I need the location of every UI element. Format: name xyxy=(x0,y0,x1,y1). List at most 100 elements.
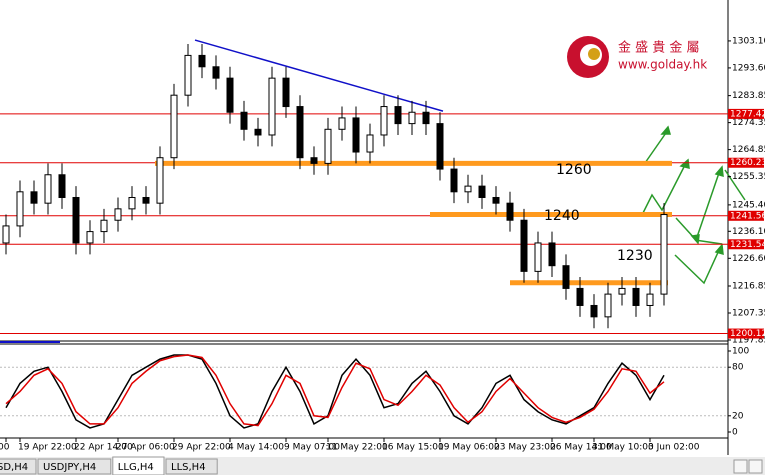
x-tick-label: 27 Apr 06:00 xyxy=(116,443,175,453)
candle-body xyxy=(632,287,640,306)
candle-body xyxy=(128,196,136,210)
arrowhead xyxy=(660,125,671,135)
logo: 金 盛 貴 金 屬 www.golday.hk xyxy=(567,36,707,78)
y-tick-label: 1274.35 xyxy=(732,118,765,128)
candle-body xyxy=(72,196,80,244)
x-tick-label: 16 May 15:00 xyxy=(382,443,444,453)
tab[interactable] xyxy=(37,458,112,475)
candle-body xyxy=(464,185,472,193)
level-label: 1277.42 xyxy=(730,109,765,119)
candle-body xyxy=(548,242,556,267)
candle-body xyxy=(590,304,598,318)
x-tick-label: 29 Apr 22:00 xyxy=(172,443,231,453)
candle-body xyxy=(478,185,486,198)
tab-label[interactable]: USDJPY,H4 xyxy=(43,462,96,473)
x-tick-label: 9 May 07:00 xyxy=(284,443,340,453)
y-tick-label: 1283.85 xyxy=(732,91,765,101)
x-tick-label: 31 May 10:00 xyxy=(592,443,654,453)
x-tick-label: 4 May 14:00 xyxy=(228,443,284,453)
candle-body xyxy=(282,77,290,108)
y-tick-label: 1216.85 xyxy=(732,282,765,292)
level-label: 1260.23 xyxy=(730,158,765,168)
x-tick-label: 00 xyxy=(0,443,10,453)
y-tick-label: 1236.10 xyxy=(732,227,765,237)
x-tick-label: 19 May 06:00 xyxy=(438,443,500,453)
candle-body xyxy=(58,174,66,198)
y-tick-label: 20 xyxy=(732,411,744,421)
candle-body xyxy=(338,117,346,130)
y-tick-label: 1293.60 xyxy=(732,63,765,73)
y-tick-label: 1245.40 xyxy=(732,200,765,210)
candle-body xyxy=(450,168,458,193)
candle-body xyxy=(226,77,234,113)
tab[interactable] xyxy=(0,458,37,475)
scroll-right[interactable] xyxy=(748,459,763,474)
candle-body xyxy=(646,293,654,306)
stochastic-line xyxy=(5,354,665,429)
arrow xyxy=(641,162,687,216)
candle-body xyxy=(16,191,24,227)
y-tick-label: 100 xyxy=(732,347,749,357)
trendline xyxy=(194,39,444,112)
arrow xyxy=(695,169,721,241)
candle-body xyxy=(310,157,318,164)
forecast-arrows xyxy=(641,125,746,285)
logo-icon xyxy=(588,48,600,60)
tab[interactable] xyxy=(112,456,165,475)
y-tick-label: 1226.60 xyxy=(732,254,765,264)
level-label: 1241.56 xyxy=(730,211,765,221)
candle-body xyxy=(366,134,374,153)
candle-body xyxy=(492,196,500,204)
level-label-box xyxy=(728,239,764,250)
candle-body xyxy=(44,174,52,204)
arrowhead xyxy=(714,243,724,256)
stochastic-line xyxy=(5,354,665,427)
x-tick-label: 3 Jun 02:00 xyxy=(648,443,700,453)
y-tick-label: 1207.35 xyxy=(732,309,765,319)
candle-body xyxy=(142,196,150,204)
candle-body xyxy=(100,219,108,233)
candle-body xyxy=(30,191,38,204)
candle-body xyxy=(296,106,304,159)
candle-body xyxy=(184,54,192,96)
candle-body xyxy=(268,77,276,136)
candle-body xyxy=(380,106,388,136)
level-label: 1231.54 xyxy=(730,240,765,250)
y-tick-label: 80 xyxy=(732,363,744,373)
candle-body xyxy=(660,214,668,295)
tab-label[interactable]: LLS,H4 xyxy=(171,462,206,473)
level-label-box xyxy=(728,108,764,119)
x-tick-label: 22 Apr 14:00 xyxy=(74,443,133,453)
candle-body xyxy=(212,66,220,79)
logo-url: www.golday.hk xyxy=(618,58,707,72)
y-tick-label: 1197.85 xyxy=(732,336,765,346)
candle-body xyxy=(254,128,262,136)
candle-body xyxy=(422,111,430,125)
tab-label[interactable]: SD,H4 xyxy=(0,462,28,473)
x-tick-label: 23 May 23:00 xyxy=(494,443,556,453)
candle-body xyxy=(520,219,528,272)
logo-name: 金 盛 貴 金 屬 xyxy=(618,40,700,56)
candle-body xyxy=(2,225,10,244)
x-tick-label: 26 May 14:00 xyxy=(550,443,612,453)
arrow xyxy=(674,247,721,285)
annotation: 1230 xyxy=(617,248,653,264)
candle-body xyxy=(408,111,416,125)
candle-body xyxy=(534,242,542,272)
arrowhead xyxy=(714,165,724,178)
x-tick-label: 11 May 22:00 xyxy=(326,443,388,453)
candle-body xyxy=(240,111,248,130)
arrow xyxy=(694,239,723,245)
candle-body xyxy=(198,54,206,68)
tab-label[interactable]: LLG,H4 xyxy=(118,462,154,473)
x-tick-label: 19 Apr 22:00 xyxy=(18,443,77,453)
candle-body xyxy=(156,157,164,204)
annotation: 1240 xyxy=(544,208,580,224)
candle-body xyxy=(352,117,360,153)
scroll-left[interactable] xyxy=(733,459,748,474)
tab[interactable] xyxy=(165,458,218,475)
y-tick-label: 1255.35 xyxy=(732,172,765,182)
level-label-box xyxy=(728,210,764,221)
annotation: 1260 xyxy=(556,162,592,178)
